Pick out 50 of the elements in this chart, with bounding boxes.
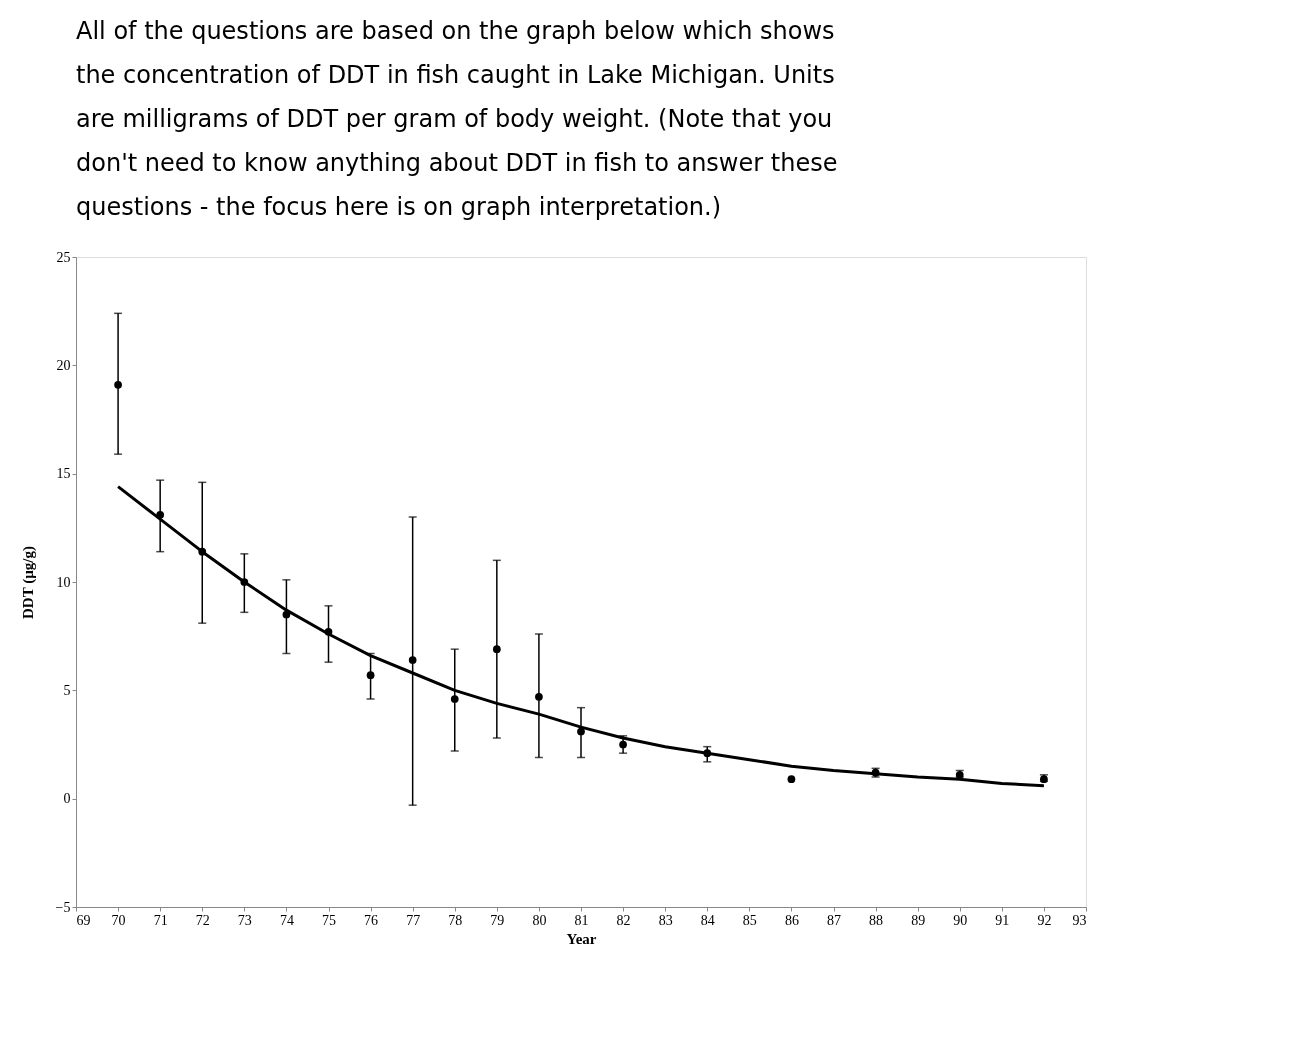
- x-tick-label: 71: [153, 912, 168, 928]
- point: [408, 656, 417, 664]
- x-tick-label: 87: [827, 912, 841, 928]
- x-tick-label: 91: [995, 912, 1010, 928]
- point: [535, 692, 543, 701]
- x-tick-label: 79: [490, 912, 505, 928]
- y-tick-label: 15: [56, 466, 71, 482]
- x-tick-label: 78: [448, 912, 463, 928]
- point: [114, 380, 122, 389]
- x-tick-label: 80: [532, 912, 547, 928]
- x-tick-label: 81: [574, 912, 589, 928]
- point: [492, 645, 501, 654]
- x-tick-label: 73: [237, 912, 252, 928]
- x-tick-label: 70: [111, 912, 126, 928]
- x-tick-label: 74: [279, 912, 294, 928]
- point: [619, 740, 627, 749]
- x-tick-label: 77: [406, 912, 421, 928]
- point: [450, 695, 459, 703]
- y-tick-label: 10: [56, 574, 71, 590]
- point: [703, 749, 712, 758]
- x-tick-label: 88: [869, 912, 884, 928]
- chart-title: All of the questions are based on the graph below which shows the concentration of DDT in fish caught in Lake Michigan. Units are milligrams of DDT per gram of body weight. (Note that you don't need to know anything about DDT in fish to answer these questions - the focus here is on graph interpretation.): [76, 17, 838, 221]
- y-tick-label: −5: [55, 899, 71, 915]
- point: [282, 610, 291, 619]
- y-axis-title: DDT (µg/g): [19, 546, 37, 619]
- point: [577, 727, 585, 736]
- x-tick-label: 75: [322, 912, 336, 928]
- x-tick-label: 82: [616, 912, 631, 928]
- x-tick-label: 86: [784, 912, 799, 928]
- y-tick-label: 25: [56, 249, 71, 265]
- x-tick-label: 92: [1037, 912, 1052, 928]
- x-tick-label: 90: [953, 912, 968, 928]
- x-tick-label: 84: [700, 912, 715, 928]
- point: [787, 775, 796, 784]
- x-axis-title: Year: [566, 930, 597, 947]
- x-tick-label: 83: [658, 912, 673, 928]
- y-tick-label: 5: [63, 682, 71, 698]
- point: [156, 510, 165, 519]
- x-tick-label: 89: [911, 912, 926, 928]
- point: [198, 547, 207, 556]
- x-tick-label: 93: [1072, 912, 1087, 928]
- y-tick-label: 0: [63, 791, 71, 807]
- point: [366, 671, 375, 680]
- x-tick-label: 85: [742, 912, 757, 928]
- x-tick-label: 72: [195, 912, 210, 928]
- x-tick-label: 69: [76, 912, 91, 928]
- point: [240, 578, 249, 586]
- y-tick-label: 20: [56, 357, 71, 373]
- point: [324, 627, 333, 636]
- x-tick-label: 76: [364, 912, 379, 928]
